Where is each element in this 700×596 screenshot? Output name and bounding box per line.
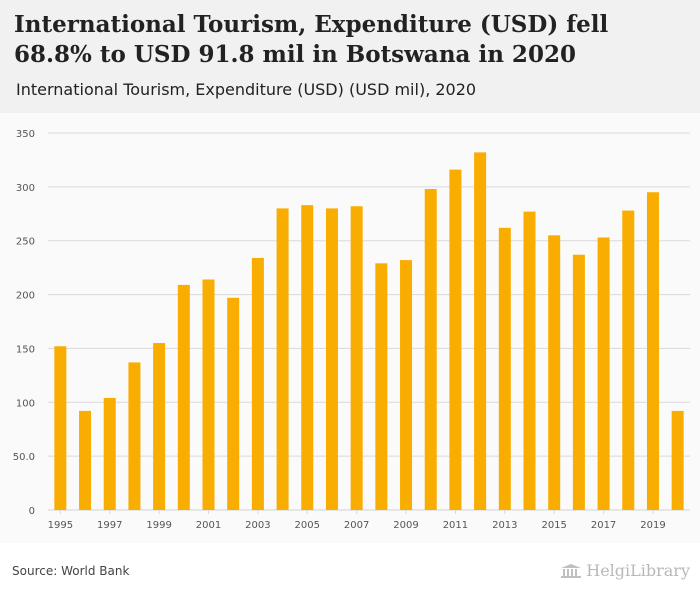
chart-subtitle: International Tourism, Expenditure (USD)…	[16, 80, 477, 99]
bar-2005	[301, 205, 314, 510]
x-tick-label: 2015	[541, 520, 566, 531]
bar-2012	[474, 152, 487, 510]
y-tick-label: 350	[16, 129, 35, 140]
bar-2018	[622, 210, 635, 510]
bar-2000	[177, 284, 190, 510]
x-tick-label: 2011	[443, 520, 468, 531]
bar-1996	[79, 410, 92, 510]
y-tick-label: 300	[16, 183, 35, 194]
bars	[54, 152, 684, 511]
bar-2001	[202, 279, 215, 510]
bar-2019	[646, 192, 659, 510]
x-tick-label: 1997	[97, 520, 122, 531]
x-axis-labels: 1995 1997 1999 2001 2003 2005 2007 2009 2011 2013…	[48, 510, 666, 531]
bar-2017	[597, 237, 610, 510]
y-tick-label: 200	[16, 291, 35, 302]
bar-1998	[128, 362, 141, 510]
x-tick-label: 2017	[591, 520, 616, 531]
library-building-icon	[561, 563, 582, 578]
bar-2010	[424, 189, 437, 511]
x-tick-label: 2009	[393, 520, 418, 531]
y-tick-label: 250	[16, 237, 35, 248]
x-tick-label: 2013	[492, 520, 517, 531]
bar-2009	[400, 260, 413, 510]
gridlines	[48, 132, 690, 511]
x-tick-label: 1995	[48, 520, 73, 531]
y-axis-labels: 0 50.0 100 150 200 250 300 350	[13, 129, 35, 517]
x-tick-label: 2003	[245, 520, 270, 531]
bar-1995	[54, 346, 67, 510]
bar-2014	[523, 211, 536, 510]
bar-2003	[251, 257, 264, 510]
bar-2015	[548, 235, 561, 510]
chart-title: International Tourism, Expenditure (USD)…	[14, 11, 609, 68]
bar-2008	[375, 263, 388, 510]
x-tick-label: 2007	[344, 520, 369, 531]
bar-1999	[153, 343, 166, 510]
bar-2004	[276, 208, 289, 510]
bar-chart: 0 50.0 100 150 200 250 300 350 1995 1997 1999 2001…	[13, 129, 690, 531]
y-tick-label: 50.0	[13, 452, 35, 463]
x-tick-label: 2001	[196, 520, 221, 531]
logo-text: HelgiLibrary	[586, 561, 690, 580]
y-tick-label: 150	[16, 344, 35, 355]
helgilibrary-logo[interactable]: HelgiLibrary	[560, 561, 690, 580]
x-tick-label: 2019	[640, 520, 665, 531]
bar-1997	[103, 397, 116, 510]
source-note: Source: World Bank	[12, 564, 130, 578]
header-panel: International Tourism, Expenditure (USD)…	[0, 0, 700, 113]
bar-2007	[350, 206, 363, 510]
y-tick-label: 0	[29, 506, 35, 517]
x-tick-label: 2005	[295, 520, 320, 531]
bar-2011	[449, 169, 462, 510]
bar-2016	[572, 254, 585, 510]
bar-2020	[671, 410, 684, 510]
bar-2002	[227, 297, 240, 510]
bar-2006	[325, 208, 338, 510]
x-tick-label: 1999	[146, 520, 171, 531]
y-tick-label: 100	[16, 398, 35, 409]
bar-2013	[498, 227, 511, 510]
